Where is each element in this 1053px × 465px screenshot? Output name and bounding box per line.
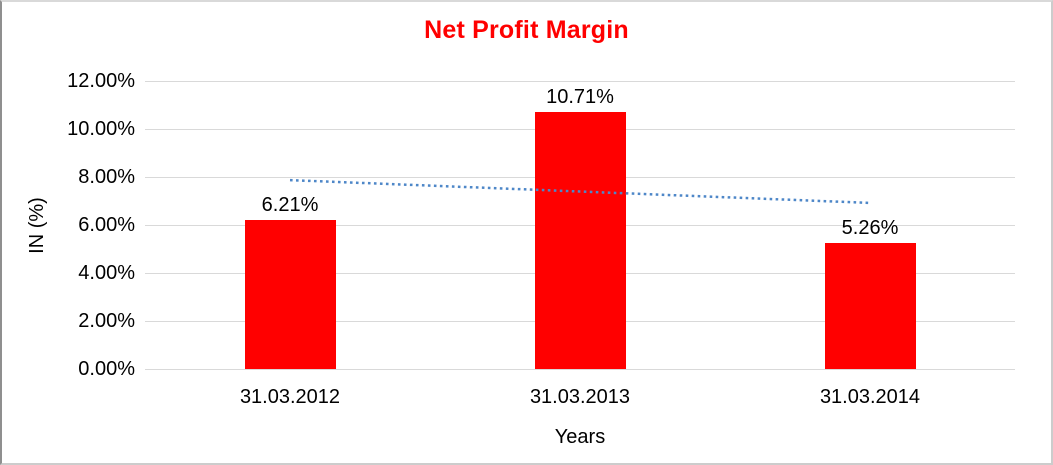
- y-tick-label: 0.00%: [78, 358, 135, 380]
- bar-31.03.2013[interactable]: [534, 111, 626, 369]
- gridline: [145, 81, 1015, 82]
- trendline-path[interactable]: [289, 178, 871, 205]
- x-tick-label: 31.03.2014: [819, 386, 921, 408]
- trendline[interactable]: [145, 81, 1015, 369]
- x-axis-title: Years: [554, 426, 606, 448]
- bar-31.03.2014[interactable]: [824, 242, 916, 369]
- data-label: 6.21%: [261, 193, 319, 216]
- y-tick-label: 8.00%: [78, 166, 135, 188]
- chart-title[interactable]: Net Profit Margin: [424, 16, 629, 44]
- y-tick-label: 6.00%: [78, 214, 135, 236]
- x-tick-label: 31.03.2012: [239, 386, 341, 408]
- bar-31.03.2012[interactable]: [244, 219, 336, 369]
- y-tick-label: 12.00%: [67, 70, 135, 92]
- plot-area: [145, 81, 1015, 370]
- x-tick-label: 31.03.2013: [529, 386, 631, 408]
- data-label: 10.71%: [546, 85, 614, 108]
- data-label: 5.26%: [841, 216, 899, 239]
- y-tick-label: 4.00%: [78, 262, 135, 284]
- gridline: [145, 369, 1015, 370]
- y-tick-label: 10.00%: [67, 118, 135, 140]
- y-tick-label: 2.00%: [78, 310, 135, 332]
